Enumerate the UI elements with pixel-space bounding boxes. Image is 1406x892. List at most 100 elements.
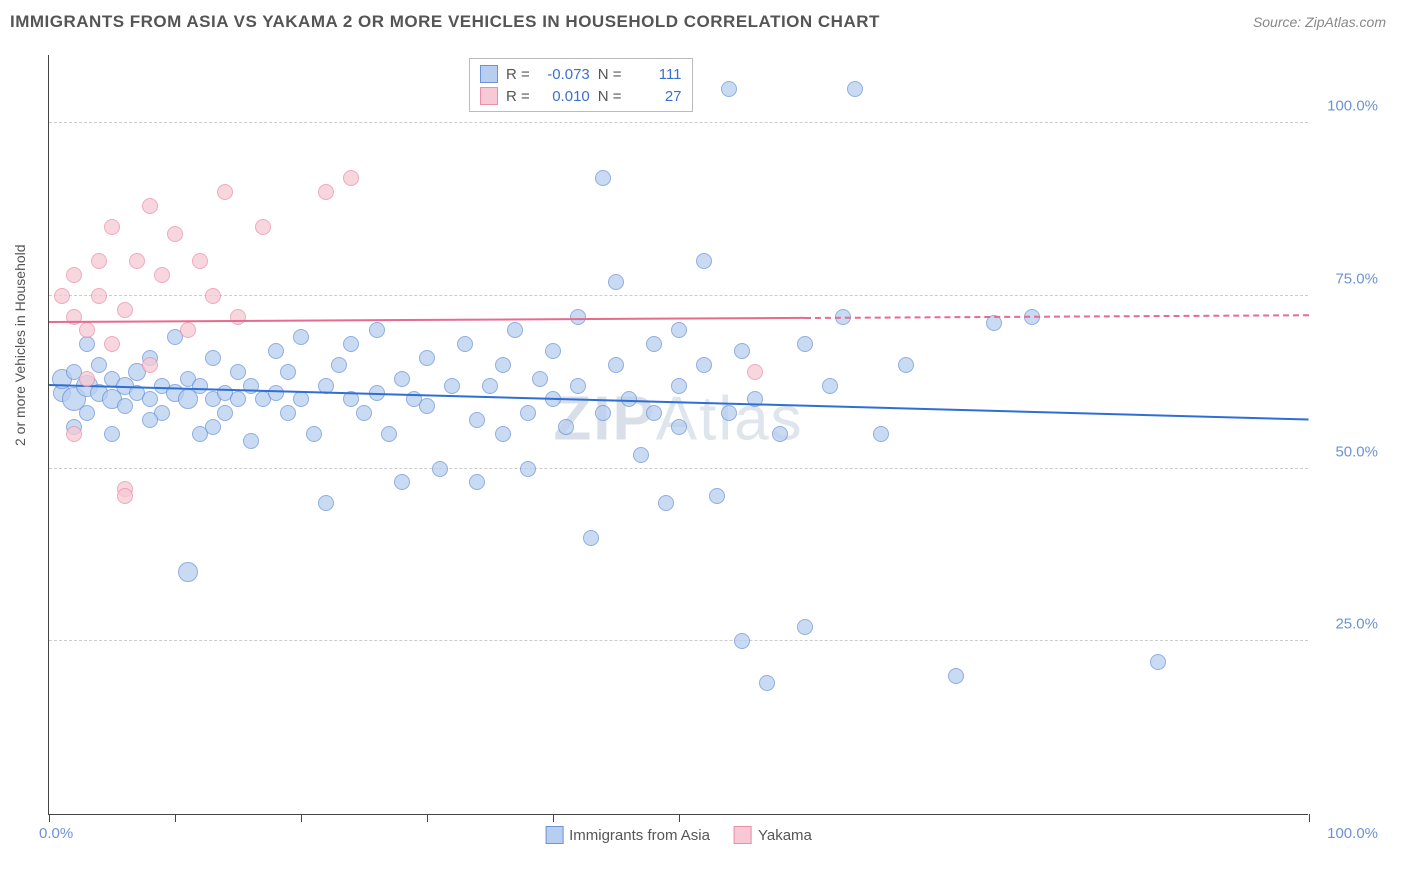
x-tick bbox=[49, 814, 50, 822]
point-yakama bbox=[104, 336, 120, 352]
point-asia bbox=[595, 170, 611, 186]
point-asia bbox=[343, 336, 359, 352]
point-asia bbox=[356, 405, 372, 421]
point-yakama bbox=[747, 364, 763, 380]
point-asia bbox=[570, 378, 586, 394]
point-asia bbox=[696, 253, 712, 269]
point-asia bbox=[558, 419, 574, 435]
point-asia bbox=[318, 495, 334, 511]
point-yakama bbox=[117, 488, 133, 504]
y-tick-label: 75.0% bbox=[1335, 270, 1378, 287]
point-yakama bbox=[180, 322, 196, 338]
point-asia bbox=[734, 633, 750, 649]
chart-title: IMMIGRANTS FROM ASIA VS YAKAMA 2 OR MORE… bbox=[10, 12, 880, 32]
point-asia bbox=[532, 371, 548, 387]
point-yakama bbox=[66, 426, 82, 442]
point-asia bbox=[797, 619, 813, 635]
point-asia bbox=[646, 336, 662, 352]
y-tick-label: 100.0% bbox=[1327, 98, 1378, 115]
point-asia bbox=[570, 309, 586, 325]
x-tick bbox=[679, 814, 680, 822]
correlation-stats-box: R = -0.073 N = 111 R = 0.010 N = 27 bbox=[469, 58, 693, 112]
gridline bbox=[49, 122, 1308, 123]
y-tick-label: 25.0% bbox=[1335, 616, 1378, 633]
point-asia bbox=[671, 378, 687, 394]
point-asia bbox=[469, 412, 485, 428]
x-tick bbox=[1309, 814, 1310, 822]
point-yakama bbox=[117, 302, 133, 318]
point-yakama bbox=[167, 226, 183, 242]
point-asia bbox=[482, 378, 498, 394]
point-asia bbox=[671, 322, 687, 338]
x-tick bbox=[553, 814, 554, 822]
point-asia bbox=[545, 343, 561, 359]
y-tick-label: 50.0% bbox=[1335, 443, 1378, 460]
point-yakama bbox=[79, 322, 95, 338]
trendline-yakama bbox=[49, 317, 805, 323]
point-yakama bbox=[104, 219, 120, 235]
stats-row-yakama: R = 0.010 N = 27 bbox=[480, 85, 682, 107]
point-asia bbox=[419, 350, 435, 366]
x-axis-min-label: 0.0% bbox=[39, 825, 73, 842]
point-asia bbox=[293, 391, 309, 407]
point-asia bbox=[469, 474, 485, 490]
point-yakama bbox=[91, 253, 107, 269]
gridline bbox=[49, 295, 1308, 296]
point-asia bbox=[595, 405, 611, 421]
point-yakama bbox=[91, 288, 107, 304]
point-asia bbox=[432, 461, 448, 477]
point-asia bbox=[520, 461, 536, 477]
point-asia bbox=[608, 357, 624, 373]
point-asia bbox=[280, 405, 296, 421]
stats-row-asia: R = -0.073 N = 111 bbox=[480, 63, 682, 85]
point-yakama bbox=[142, 198, 158, 214]
point-yakama bbox=[205, 288, 221, 304]
trendline-yakama bbox=[805, 315, 1309, 320]
legend-swatch-yakama bbox=[734, 826, 752, 844]
point-yakama bbox=[66, 267, 82, 283]
point-asia bbox=[495, 426, 511, 442]
point-asia bbox=[608, 274, 624, 290]
point-asia bbox=[721, 405, 737, 421]
point-yakama bbox=[142, 357, 158, 373]
point-asia bbox=[772, 426, 788, 442]
point-asia bbox=[873, 426, 889, 442]
point-asia bbox=[394, 474, 410, 490]
point-asia bbox=[230, 364, 246, 380]
point-asia bbox=[142, 412, 158, 428]
point-asia bbox=[847, 81, 863, 97]
legend-swatch-asia bbox=[545, 826, 563, 844]
point-asia bbox=[268, 385, 284, 401]
x-tick bbox=[301, 814, 302, 822]
legend-item-asia: Immigrants from Asia bbox=[545, 826, 710, 844]
point-asia bbox=[79, 405, 95, 421]
point-asia bbox=[633, 447, 649, 463]
point-yakama bbox=[154, 267, 170, 283]
point-asia bbox=[293, 329, 309, 345]
point-asia bbox=[583, 530, 599, 546]
point-asia bbox=[79, 336, 95, 352]
point-asia bbox=[205, 419, 221, 435]
point-asia bbox=[394, 371, 410, 387]
point-yakama bbox=[255, 219, 271, 235]
point-asia bbox=[520, 405, 536, 421]
point-asia bbox=[671, 419, 687, 435]
gridline bbox=[49, 640, 1308, 641]
point-asia bbox=[646, 405, 662, 421]
point-asia bbox=[117, 398, 133, 414]
point-asia bbox=[331, 357, 347, 373]
point-asia bbox=[142, 391, 158, 407]
point-asia bbox=[306, 426, 322, 442]
swatch-asia bbox=[480, 65, 498, 83]
point-asia bbox=[369, 322, 385, 338]
point-yakama bbox=[79, 371, 95, 387]
point-yakama bbox=[343, 170, 359, 186]
point-yakama bbox=[129, 253, 145, 269]
point-yakama bbox=[192, 253, 208, 269]
point-asia bbox=[822, 378, 838, 394]
point-asia bbox=[507, 322, 523, 338]
point-asia bbox=[91, 357, 107, 373]
point-asia bbox=[457, 336, 473, 352]
point-asia bbox=[419, 398, 435, 414]
point-asia bbox=[696, 357, 712, 373]
